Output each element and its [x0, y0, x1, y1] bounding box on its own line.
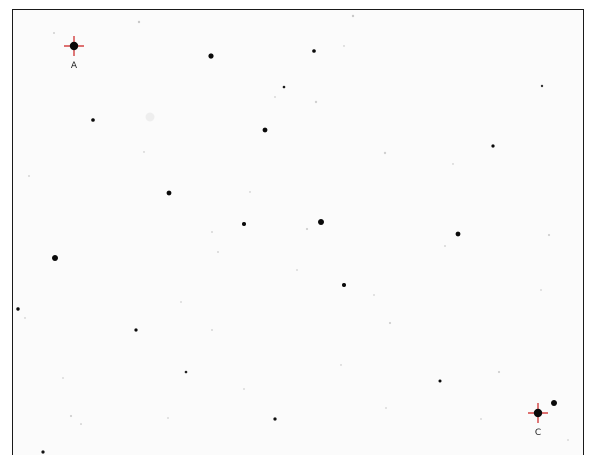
star [134, 328, 138, 332]
faint-star [383, 151, 387, 155]
faint-star [249, 191, 251, 193]
star [540, 84, 544, 88]
faint-star [314, 100, 318, 104]
faint-star [80, 423, 82, 425]
faint-star [305, 227, 309, 231]
faint-star [351, 14, 355, 18]
star [318, 219, 324, 225]
star [208, 53, 214, 59]
bright-stars [16, 49, 557, 454]
target-marker-a: A [64, 36, 84, 71]
star [41, 450, 45, 454]
star [455, 231, 461, 237]
star [242, 222, 246, 226]
faint-star [167, 417, 169, 419]
star [551, 400, 557, 406]
faint-star [567, 439, 569, 441]
star [52, 255, 58, 261]
faint-star [217, 251, 219, 253]
faint-star [452, 163, 454, 165]
star [273, 417, 277, 421]
target-marker-c: C [528, 403, 548, 438]
faint-star [143, 151, 145, 153]
marker-label-c: C [535, 428, 541, 438]
faint-star [444, 245, 446, 247]
faint-star [243, 388, 245, 390]
faint-star [28, 175, 30, 177]
faint-star [145, 112, 155, 122]
star [91, 118, 95, 122]
faint-star [540, 289, 542, 291]
star [438, 379, 442, 383]
star [312, 49, 316, 53]
faint-star [211, 329, 213, 331]
star-field-image: A C [16, 14, 569, 454]
faint-star [373, 294, 375, 296]
faint-star [211, 231, 213, 233]
faint-star [296, 269, 298, 271]
faint-star [69, 414, 73, 418]
faint-stars [24, 14, 569, 441]
star [166, 190, 172, 196]
faint-star [180, 301, 182, 303]
star [491, 144, 495, 148]
faint-star [62, 377, 64, 379]
faint-star [343, 45, 345, 47]
star [342, 283, 346, 287]
star-field-frame: A C [12, 9, 584, 455]
faint-star [137, 20, 141, 24]
faint-star [480, 418, 482, 420]
faint-star [53, 32, 55, 34]
faint-star [388, 321, 392, 325]
marker-label-a: A [71, 61, 78, 71]
target-star [69, 41, 79, 51]
faint-star [497, 370, 501, 374]
star [282, 85, 286, 89]
faint-star [340, 364, 342, 366]
star [184, 370, 188, 374]
star [16, 307, 20, 311]
target-star [533, 408, 543, 418]
faint-star [385, 407, 387, 409]
faint-star [24, 317, 26, 319]
star [262, 127, 268, 133]
faint-star [547, 233, 551, 237]
faint-star [274, 96, 276, 98]
